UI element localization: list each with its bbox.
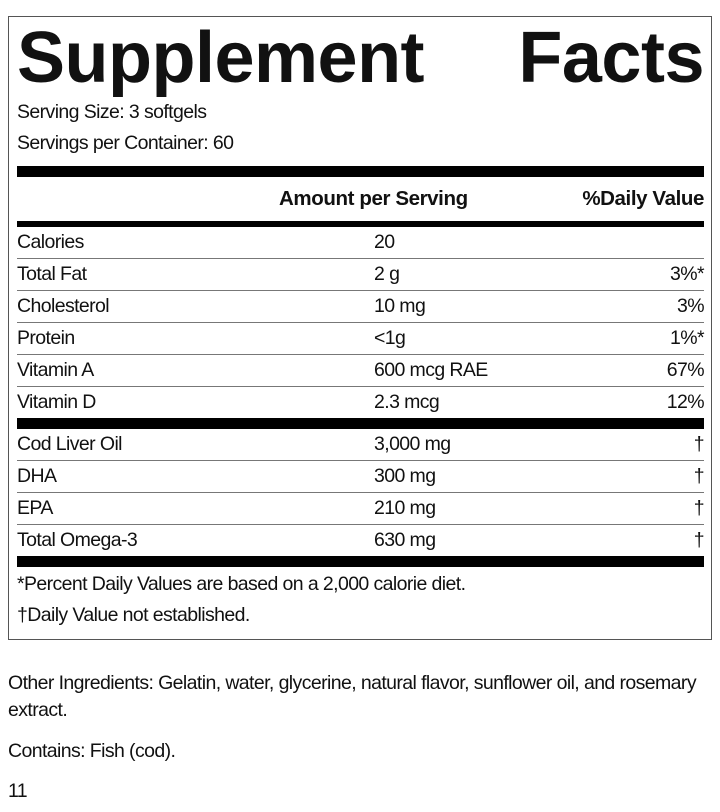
nutrient-dv: †	[693, 497, 705, 519]
nutrient-name: Vitamin A	[17, 359, 94, 381]
nutrient-amount: 2 g	[374, 263, 400, 285]
nutrient-row: Cholesterol 10 mg 3%	[17, 291, 705, 323]
nutrient-dv: 3%*	[670, 263, 705, 285]
nutrient-name: Total Omega-3	[17, 529, 138, 551]
other-ingredients: Other Ingredients: Gelatin, water, glyce…	[8, 672, 697, 721]
nutrient-row: DHA 300 mg †	[17, 461, 705, 493]
nutrient-dv: 12%	[666, 391, 705, 413]
nutrient-name: Cholesterol	[17, 295, 110, 317]
nutrient-amount: 210 mg	[374, 497, 436, 519]
nutrient-row: Total Fat 2 g 3%*	[17, 259, 705, 291]
panel-title: Supplement Facts	[17, 19, 704, 97]
nutrient-row: Calories 20	[17, 227, 704, 259]
header-amount: Amount per Serving	[279, 187, 468, 210]
divider-thick	[17, 166, 704, 177]
table-header: Amount per Serving %Daily Value	[17, 177, 704, 221]
supplement-facts-panel: Supplement Facts Serving Size: 3 softgel…	[8, 16, 712, 640]
nutrient-amount: 630 mg	[374, 529, 436, 551]
nutrient-name: Protein	[17, 327, 75, 349]
nutrient-row: EPA 210 mg †	[17, 493, 705, 525]
divider-thick	[17, 418, 704, 429]
nutrient-dv: †	[693, 529, 705, 551]
nutrient-amount: 300 mg	[374, 465, 436, 487]
nutrient-dv: 67%	[666, 359, 705, 381]
nutrient-amount: 20	[374, 231, 395, 253]
nutrient-amount: 2.3 mcg	[374, 391, 440, 413]
footnote: †Daily Value not established.	[17, 604, 250, 626]
nutrient-amount: <1g	[374, 327, 406, 349]
nutrient-dv: 3%	[677, 295, 705, 317]
nutrient-amount: 3,000 mg	[374, 433, 451, 455]
servings-per-container: Servings per Container: 60	[17, 132, 234, 154]
nutrient-name: Vitamin D	[17, 391, 96, 413]
nutrient-dv: †	[693, 465, 705, 487]
page-number: 11	[8, 780, 28, 802]
title-word: Supplement	[17, 18, 425, 98]
nutrient-dv: 1%*	[670, 327, 705, 349]
nutrient-row: Protein <1g 1%*	[17, 323, 705, 355]
nutrient-amount: 600 mcg RAE	[374, 359, 488, 381]
nutrient-row: Total Omega-3 630 mg †	[17, 525, 705, 556]
footnote: *Percent Daily Values are based on a 2,0…	[17, 573, 466, 595]
header-daily-value: %Daily Value	[582, 187, 704, 210]
divider-medium	[17, 221, 704, 227]
nutrient-row: Vitamin A 600 mcg RAE 67%	[17, 355, 705, 387]
nutrient-row: Cod Liver Oil 3,000 mg †	[17, 429, 705, 461]
nutrient-name: Cod Liver Oil	[17, 433, 123, 455]
nutrient-name: DHA	[17, 465, 57, 487]
divider-thick	[17, 556, 704, 567]
title-word: Facts	[518, 18, 704, 98]
serving-size: Serving Size: 3 softgels	[17, 101, 207, 123]
nutrient-row: Vitamin D 2.3 mcg 12%	[17, 387, 705, 418]
nutrient-dv: †	[693, 433, 705, 455]
nutrient-name: EPA	[17, 497, 53, 519]
nutrient-name: Total Fat	[17, 263, 87, 285]
nutrient-amount: 10 mg	[374, 295, 426, 317]
nutrient-name: Calories	[17, 231, 84, 253]
allergen-contains: Contains: Fish (cod).	[8, 740, 176, 762]
